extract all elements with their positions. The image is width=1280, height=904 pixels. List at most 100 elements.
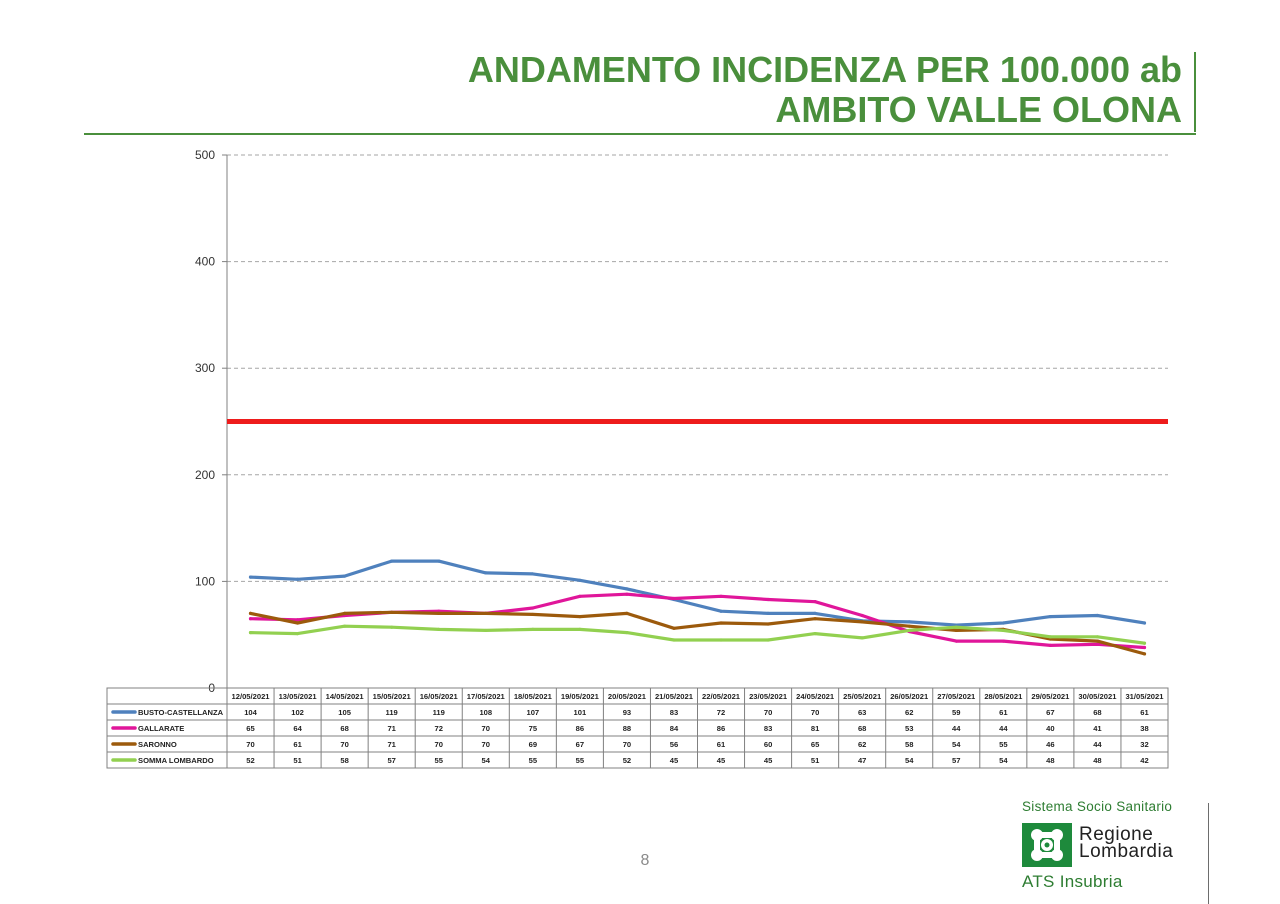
- x-tick-label: 12/05/2021: [232, 692, 271, 701]
- page-number: 8: [640, 852, 650, 869]
- data-point: [484, 571, 488, 575]
- x-tick-label: 20/05/2021: [608, 692, 647, 701]
- data-label: 119: [433, 708, 445, 717]
- data-point: [1095, 613, 1100, 618]
- data-point: [719, 621, 723, 625]
- logo-name-line-2: Lombardia: [1079, 841, 1174, 862]
- data-label: 68: [858, 724, 866, 733]
- data-point: [672, 638, 676, 642]
- data-label: 40: [1046, 724, 1054, 733]
- logo-sub-text: ATS Insubria: [1022, 872, 1123, 891]
- data-point: [766, 622, 770, 626]
- data-point: [1001, 639, 1005, 643]
- x-tick-label: 13/05/2021: [279, 692, 318, 701]
- data-point: [437, 611, 441, 615]
- data-point: [578, 627, 582, 631]
- x-tick-label: 25/05/2021: [843, 692, 882, 701]
- data-label: 72: [434, 724, 442, 733]
- data-label: 54: [482, 756, 491, 765]
- data-point: [1142, 621, 1147, 625]
- data-label: 44: [1093, 740, 1102, 749]
- data-label: 64: [293, 724, 302, 733]
- data-point: [343, 574, 347, 578]
- data-label: 105: [338, 708, 351, 717]
- data-label: 75: [529, 724, 538, 733]
- data-label: 71: [387, 740, 396, 749]
- data-label: 55: [529, 756, 538, 765]
- data-point: [719, 609, 723, 613]
- x-tick-label: 26/05/2021: [890, 692, 929, 701]
- data-point: [813, 632, 817, 636]
- data-label: 108: [479, 708, 492, 717]
- data-point: [437, 559, 441, 563]
- data-point: [860, 613, 864, 618]
- data-label: 58: [905, 740, 913, 749]
- data-label: 102: [291, 708, 304, 717]
- x-tick-label: 17/05/2021: [467, 692, 506, 701]
- data-label: 51: [811, 756, 820, 765]
- data-point: [531, 606, 535, 610]
- x-tick-label: 31/05/2021: [1125, 692, 1164, 701]
- x-tick-label: 30/05/2021: [1078, 692, 1117, 701]
- y-tick-label: 500: [195, 148, 215, 162]
- data-label: 69: [529, 740, 537, 749]
- data-label: 56: [670, 740, 678, 749]
- data-point: [1142, 641, 1147, 645]
- data-label: 70: [246, 740, 254, 749]
- data-point: [625, 630, 629, 635]
- data-label: 101: [574, 708, 587, 717]
- data-label: 67: [1046, 708, 1054, 717]
- data-point: [813, 600, 817, 604]
- legend-label: GALLARATE: [138, 724, 184, 733]
- data-label: 70: [434, 740, 442, 749]
- data-label: 32: [1140, 740, 1148, 749]
- data-point: [531, 572, 535, 576]
- data-point: [625, 592, 629, 596]
- x-tick-label: 21/05/2021: [655, 692, 694, 701]
- data-point: [295, 618, 300, 622]
- x-tick-label: 18/05/2021: [514, 692, 553, 701]
- data-point: [1095, 639, 1100, 643]
- data-label: 48: [1046, 756, 1054, 765]
- data-label: 54: [952, 740, 961, 749]
- regione-lombardia-logo-icon: [1022, 823, 1072, 867]
- data-point: [248, 611, 253, 615]
- data-label: 86: [576, 724, 584, 733]
- y-tick-label: 200: [195, 468, 215, 482]
- title-line-2: AMBITO VALLE OLONA: [775, 89, 1182, 130]
- x-tick-label: 28/05/2021: [984, 692, 1023, 701]
- legend-label: BUSTO-CASTELLANZA: [138, 708, 224, 717]
- data-point: [907, 624, 911, 628]
- x-tick-label: 24/05/2021: [796, 692, 835, 701]
- data-label: 65: [246, 724, 255, 733]
- data-point: [625, 587, 629, 591]
- data-point: [813, 611, 817, 615]
- data-label: 62: [905, 708, 913, 717]
- data-point: [248, 617, 253, 621]
- data-point: [295, 577, 300, 581]
- data-point: [766, 597, 770, 602]
- data-point: [437, 627, 441, 631]
- data-point: [390, 625, 394, 629]
- data-point: [295, 621, 300, 625]
- data-label: 70: [482, 724, 490, 733]
- data-label: 52: [623, 756, 631, 765]
- series-line-saronno: [248, 610, 1147, 656]
- data-point: [1095, 642, 1100, 646]
- data-point: [390, 610, 394, 614]
- data-point: [1142, 645, 1147, 650]
- data-label: 83: [764, 724, 772, 733]
- data-label: 61: [1140, 708, 1149, 717]
- data-point: [295, 632, 300, 636]
- data-point: [719, 638, 723, 642]
- data-point: [1001, 628, 1005, 633]
- data-label: 57: [387, 756, 395, 765]
- data-label: 93: [623, 708, 631, 717]
- data-label: 119: [386, 708, 398, 717]
- data-point: [1048, 614, 1052, 619]
- x-tick-label: 19/05/2021: [561, 692, 600, 701]
- data-label: 71: [387, 724, 396, 733]
- data-label: 86: [717, 724, 725, 733]
- data-label: 52: [246, 756, 254, 765]
- data-point: [860, 636, 864, 640]
